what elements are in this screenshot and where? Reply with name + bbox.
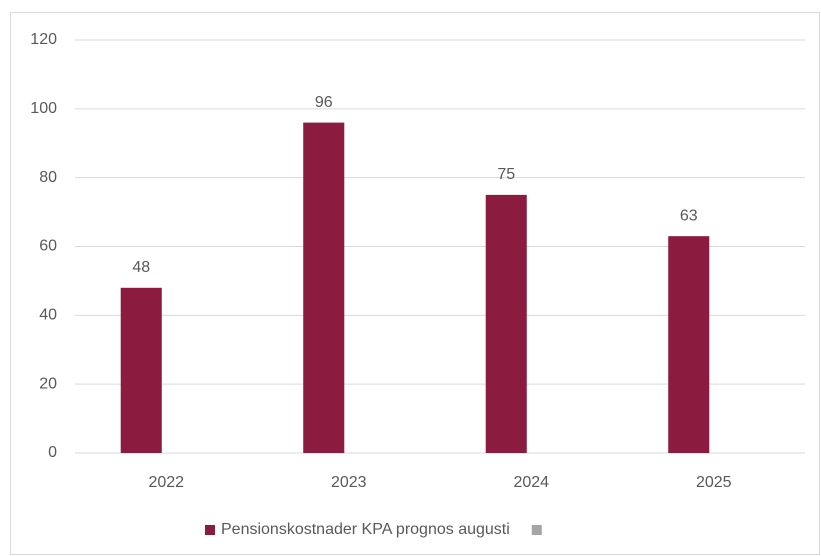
bar: [120, 287, 162, 453]
y-tick-label: 120: [30, 31, 57, 48]
data-label: 48: [132, 259, 150, 276]
y-tick-label: 40: [39, 307, 57, 324]
data-label: 96: [315, 94, 333, 111]
bar: [485, 194, 527, 453]
y-tick-label: 0: [48, 444, 57, 461]
bar: [303, 122, 345, 453]
legend-label: Pensionskostnader KPA prognos augusti: [221, 521, 510, 538]
data-label: 63: [680, 207, 698, 224]
x-tick-label: 2024: [513, 474, 549, 491]
x-tick-label: 2022: [148, 474, 184, 491]
legend-swatch: [531, 525, 542, 535]
x-tick-label: 2025: [696, 474, 732, 491]
bar: [668, 236, 710, 453]
y-tick-label: 100: [30, 100, 57, 117]
y-tick-label: 80: [39, 169, 57, 186]
x-tick-label: 2023: [331, 474, 367, 491]
y-tick-label: 20: [39, 375, 57, 392]
legend-swatch: [205, 525, 215, 535]
y-tick-label: 60: [39, 238, 57, 255]
data-label: 75: [497, 166, 515, 183]
